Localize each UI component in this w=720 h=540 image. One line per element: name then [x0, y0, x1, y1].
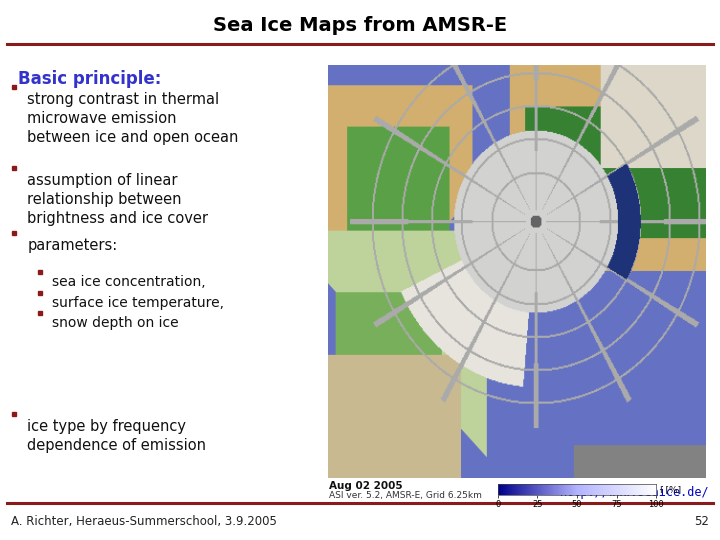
Text: http://www.seaice.de/: http://www.seaice.de/: [559, 486, 709, 499]
Text: snow depth on ice: snow depth on ice: [52, 316, 179, 330]
Text: Aug 02 2005: Aug 02 2005: [329, 481, 402, 491]
Text: 52: 52: [694, 515, 709, 528]
Text: sea ice concentration,: sea ice concentration,: [52, 275, 205, 289]
Text: Sea Ice Maps from AMSR-E: Sea Ice Maps from AMSR-E: [213, 16, 507, 36]
Text: parameters:: parameters:: [27, 238, 117, 253]
Text: assumption of linear
relationship between
brightness and ice cover: assumption of linear relationship betwee…: [27, 173, 208, 226]
Text: Basic principle:: Basic principle:: [18, 70, 161, 88]
Text: A. Richter, Heraeus-Summerschool, 3.9.2005: A. Richter, Heraeus-Summerschool, 3.9.20…: [11, 515, 276, 528]
Text: surface ice temperature,: surface ice temperature,: [52, 296, 224, 310]
Text: strong contrast in thermal
microwave emission
between ice and open ocean: strong contrast in thermal microwave emi…: [27, 92, 239, 145]
Text: ASI ver. 5.2, AMSR-E, Grid 6.25km: ASI ver. 5.2, AMSR-E, Grid 6.25km: [329, 491, 482, 501]
Text: ice type by frequency
dependence of emission: ice type by frequency dependence of emis…: [27, 418, 207, 453]
Text: I [%]: I [%]: [660, 485, 681, 494]
